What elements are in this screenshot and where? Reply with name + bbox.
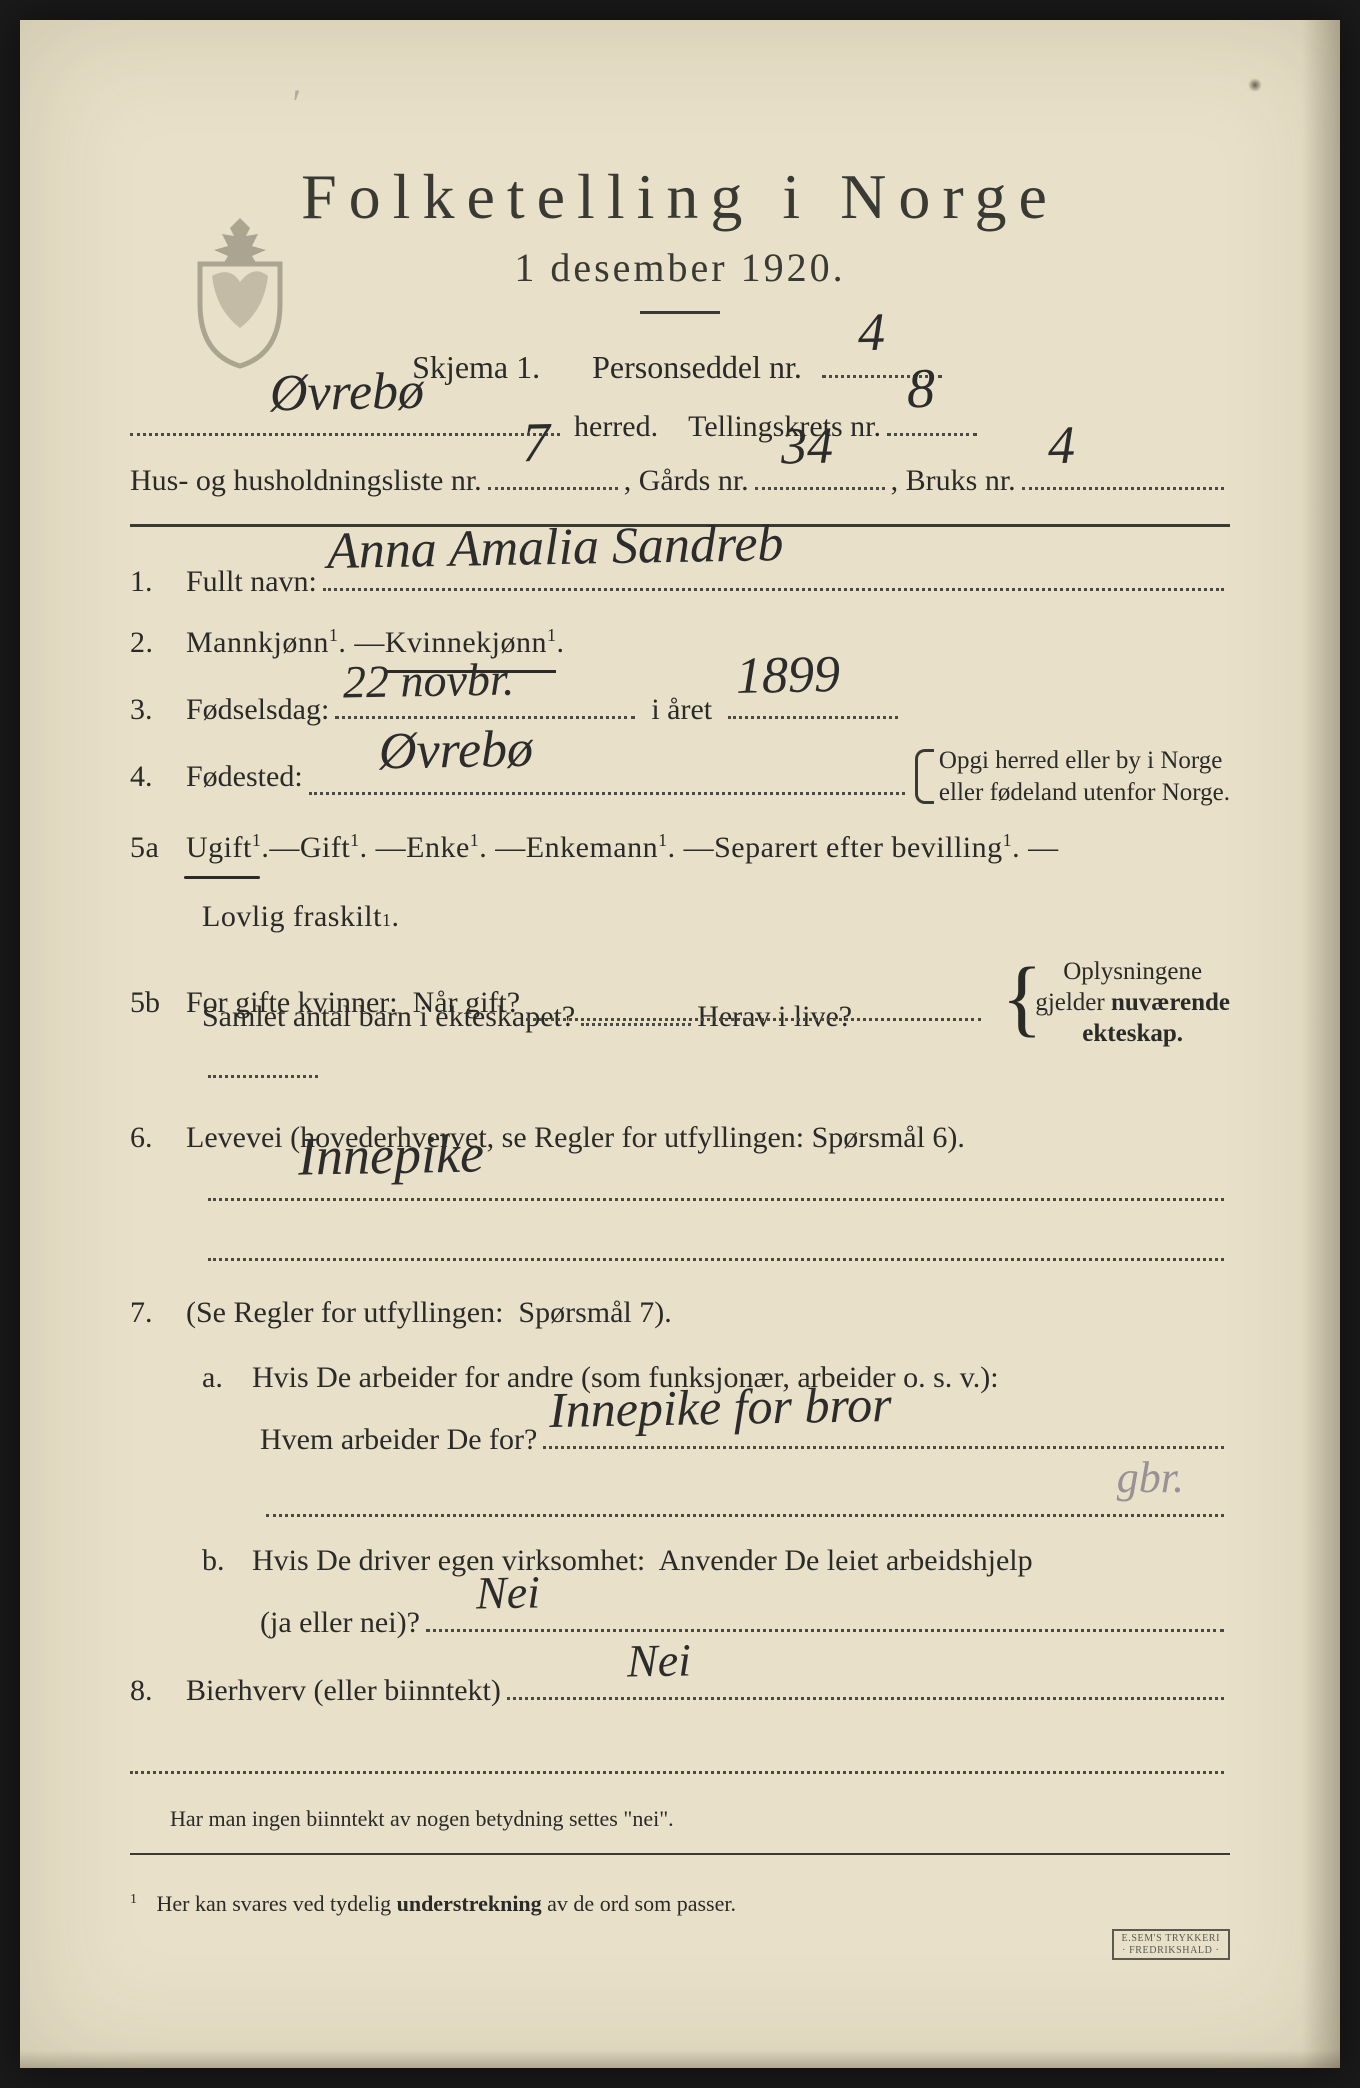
q5a-gift: Gift1. — xyxy=(300,822,406,873)
liste-field: 7 xyxy=(488,454,618,490)
q5b-note2: gjelder nuværende xyxy=(1035,989,1230,1016)
q5a-sep1: — xyxy=(269,822,300,873)
q3-year-field: 1899 xyxy=(728,683,898,719)
q7b-field: Nei xyxy=(426,1596,1224,1632)
q4-field: Øvrebø xyxy=(309,759,905,795)
q5b-note: Oplysningene gjelder nuværende ekteskap. xyxy=(1001,956,1230,1050)
q7a-blank: gbr. xyxy=(130,1481,1230,1517)
q6-blank-field xyxy=(208,1225,1224,1261)
q7a-value: Innepike for bror xyxy=(549,1362,893,1453)
liste-value: 7 xyxy=(521,396,551,492)
q8-field: Nei xyxy=(507,1664,1224,1700)
bruks-value: 4 xyxy=(1047,399,1076,491)
q7a-pencil: gbr. xyxy=(1117,1441,1184,1516)
krets-field: 8 xyxy=(887,400,977,436)
personseddel-value: 4 xyxy=(857,287,886,379)
printer-mark: E.SEM'S TRYKKERI · FREDRIKSHALD · xyxy=(1112,1929,1230,1960)
q5a-row: 5a Ugift1. — Gift1. — Enke1. — Enkemann1… xyxy=(130,822,1230,873)
q7a-blank-field: gbr. xyxy=(266,1481,1224,1517)
coat-of-arms-icon xyxy=(180,210,300,370)
bruks-field: 4 xyxy=(1022,454,1224,490)
q3-year: 1899 xyxy=(735,631,841,721)
q1-value: Anna Amalia Sandreb xyxy=(326,500,784,596)
q1-field: Anna Amalia Sandreb xyxy=(323,555,1224,591)
census-document: ′ Folketelling i Norge 1 desember 1920. … xyxy=(20,20,1340,2068)
q8-blank-field xyxy=(130,1738,1224,1774)
krets-value: 8 xyxy=(906,342,936,438)
q4-note: Opgi herred eller by i Norge eller fødel… xyxy=(911,745,1230,808)
q8-blank xyxy=(130,1738,1230,1774)
q5a-enke: Enke1. — xyxy=(406,822,526,873)
herred-field: Øvrebø xyxy=(130,400,560,436)
q5a-ugift: Ugift1. xyxy=(186,822,269,873)
q4-value: Øvrebø xyxy=(378,706,534,797)
gards-value: 34 xyxy=(780,403,834,492)
q7b-value: Nei xyxy=(475,1554,540,1633)
q8-value: Nei xyxy=(626,1622,691,1701)
ink-spot xyxy=(1248,78,1262,92)
q6-value: Innepike xyxy=(297,1108,484,1203)
q5b-barn-field xyxy=(581,990,691,1026)
q6-value-row: Innepike xyxy=(130,1165,1230,1201)
q5a-separert: Separert efter bevilling1. — xyxy=(714,822,1059,873)
herred-value: Øvrebø xyxy=(269,348,425,439)
q5a-enkemann: Enkemann1. — xyxy=(526,822,714,873)
q6-field: Innepike xyxy=(208,1165,1224,1201)
ugift-underline xyxy=(184,876,260,879)
gards-field: 34 xyxy=(755,454,885,490)
stray-mark: ′ xyxy=(290,80,299,127)
q5a-num: 5a xyxy=(130,822,186,873)
q5b-live-field xyxy=(208,1042,318,1078)
q6-blank xyxy=(130,1225,1230,1261)
